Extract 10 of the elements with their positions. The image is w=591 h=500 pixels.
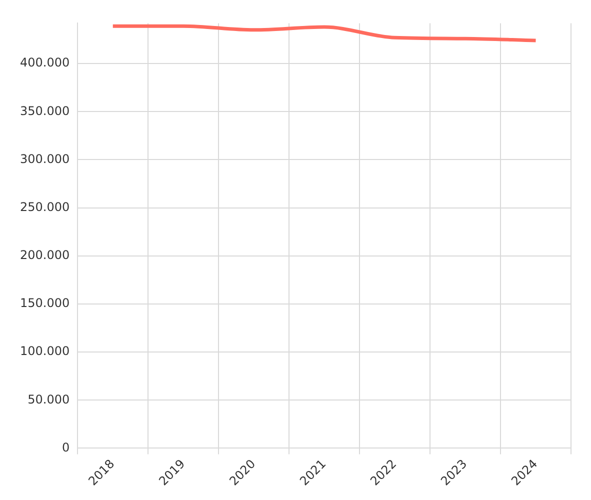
y-tick-label: 150.000 — [20, 296, 70, 310]
y-tick-label: 50.000 — [28, 392, 70, 406]
y-tick-label: 250.000 — [20, 200, 70, 214]
y-tick-label: 100.000 — [20, 344, 70, 358]
y-tick-label: 400.000 — [20, 56, 70, 70]
y-tick-label: 0 — [62, 440, 70, 454]
y-tick-label: 300.000 — [20, 152, 70, 166]
y-tick-label: 200.000 — [20, 248, 70, 262]
y-tick-label: 350.000 — [20, 104, 70, 118]
line-series — [111, 24, 538, 42]
